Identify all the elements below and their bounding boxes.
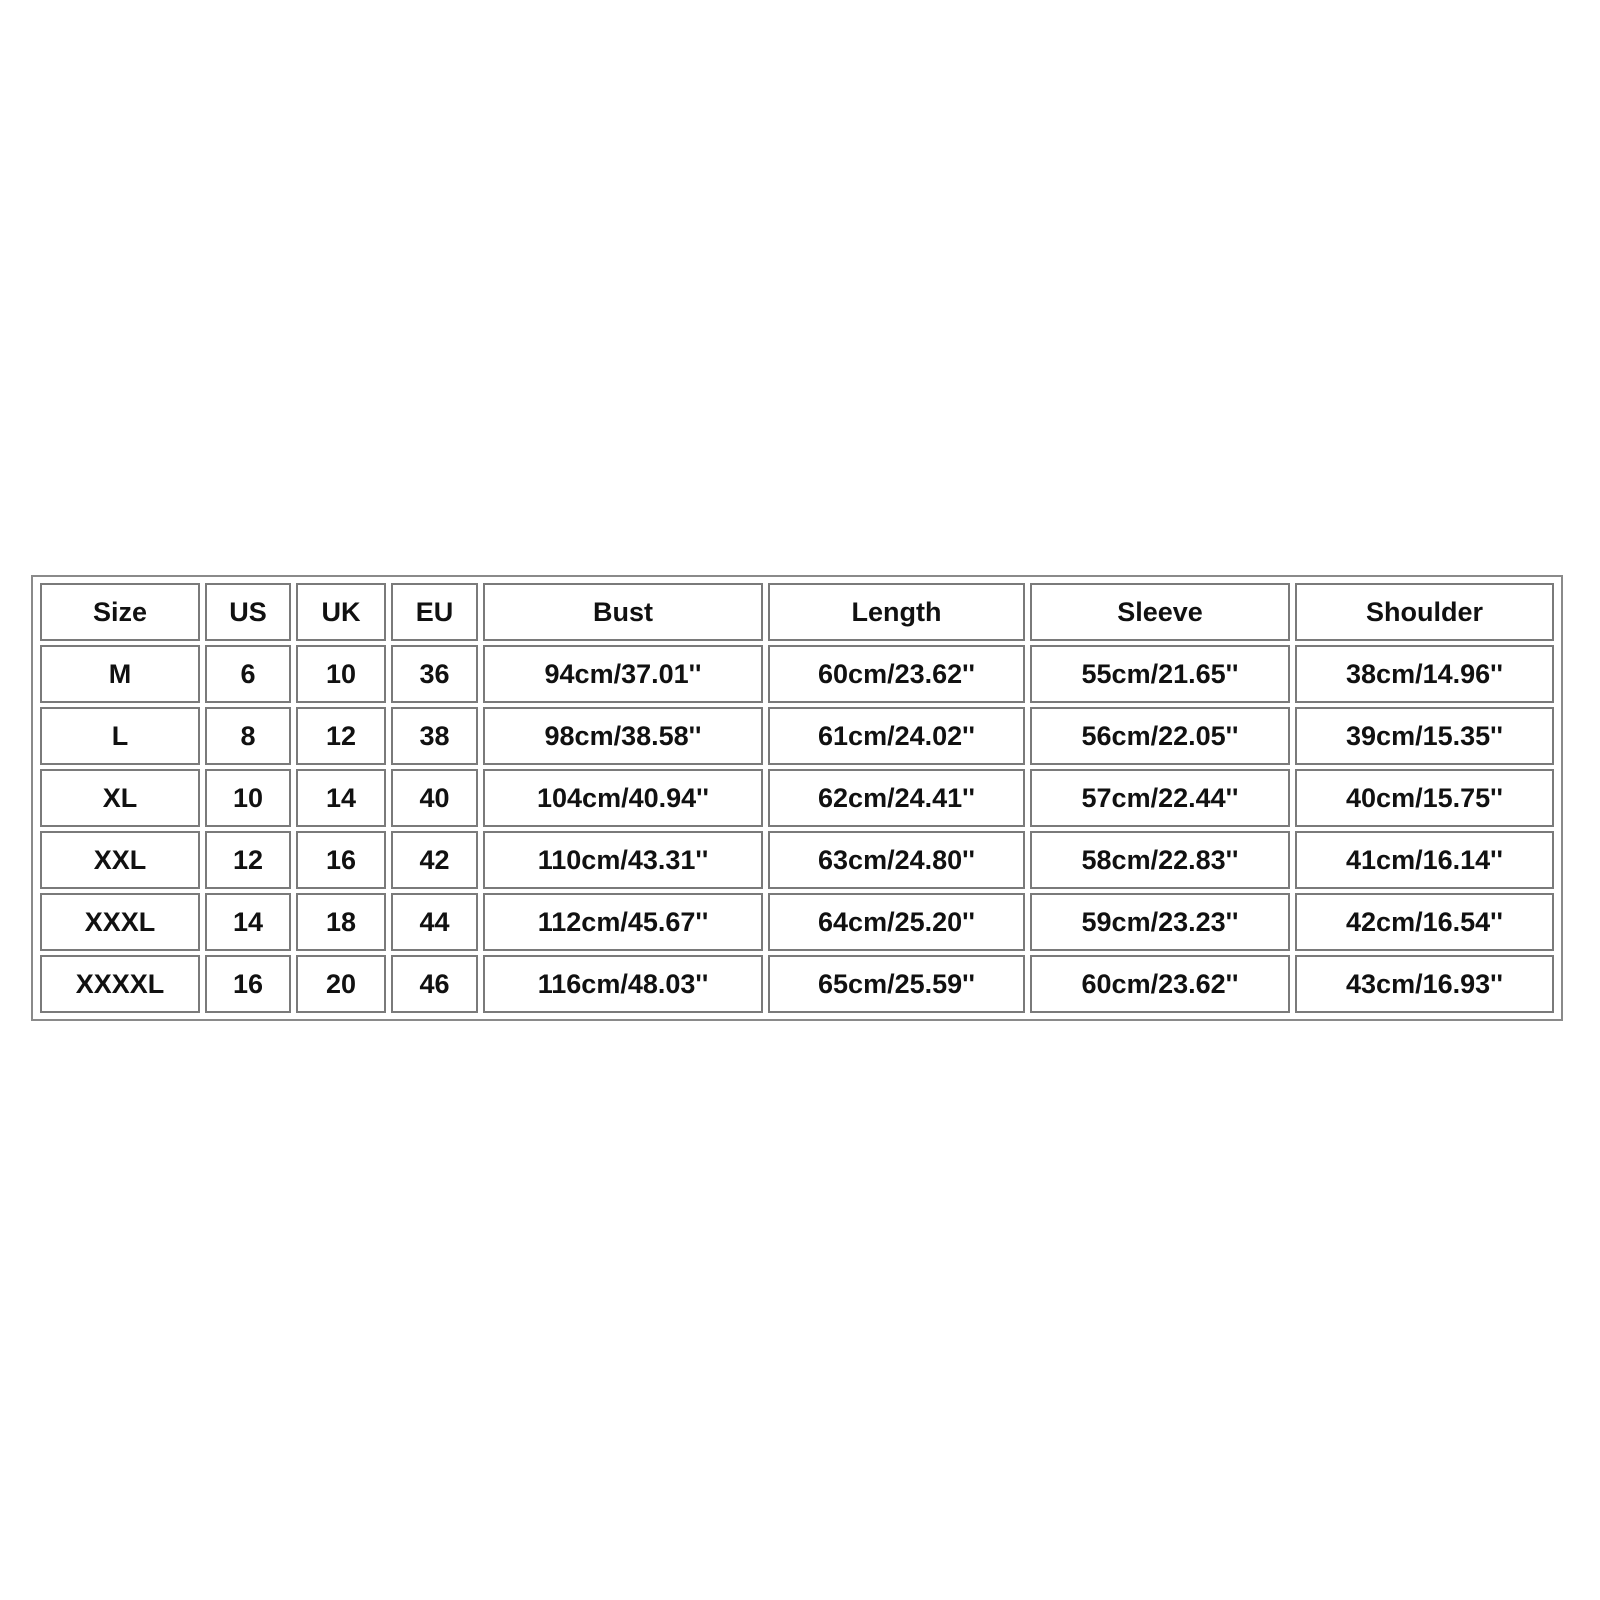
cell: 40	[391, 769, 478, 827]
cell: 42cm/16.54''	[1295, 893, 1554, 951]
data-row: M 6 10 36 94cm/37.01'' 60cm/23.62'' 55cm/21.65…	[40, 645, 1554, 703]
cell: 46	[391, 955, 478, 1013]
cell: 56cm/22.05''	[1030, 707, 1290, 765]
cell: 58cm/22.83''	[1030, 831, 1290, 889]
header-cell: Size	[40, 583, 200, 641]
size-table: Size US UK EU Bust Length Sleeve Shoulder M 6 10 36…	[35, 579, 1559, 1017]
cell: 6	[205, 645, 291, 703]
data-row: XXXXL 16 20 46 116cm/48.03'' 65cm/25.59'' 60cm…	[40, 955, 1554, 1013]
cell: 57cm/22.44''	[1030, 769, 1290, 827]
cell: 116cm/48.03''	[483, 955, 763, 1013]
cell: 110cm/43.31''	[483, 831, 763, 889]
data-row: XXXL 14 18 44 112cm/45.67'' 64cm/25.20'' 59cm/…	[40, 893, 1554, 951]
cell: 12	[296, 707, 386, 765]
header-cell: UK	[296, 583, 386, 641]
cell: 10	[205, 769, 291, 827]
cell: XXL	[40, 831, 200, 889]
cell: 64cm/25.20''	[768, 893, 1025, 951]
cell: 59cm/23.23''	[1030, 893, 1290, 951]
data-row: XL 10 14 40 104cm/40.94'' 62cm/24.41'' 57cm/22…	[40, 769, 1554, 827]
cell: XXXXL	[40, 955, 200, 1013]
cell: 36	[391, 645, 478, 703]
header-cell: Sleeve	[1030, 583, 1290, 641]
cell: 16	[296, 831, 386, 889]
cell: 61cm/24.02''	[768, 707, 1025, 765]
cell: 14	[296, 769, 386, 827]
cell: 94cm/37.01''	[483, 645, 763, 703]
cell: 10	[296, 645, 386, 703]
cell: L	[40, 707, 200, 765]
cell: 42	[391, 831, 478, 889]
cell: 41cm/16.14''	[1295, 831, 1554, 889]
header-cell: Length	[768, 583, 1025, 641]
cell: 63cm/24.80''	[768, 831, 1025, 889]
data-row: XXL 12 16 42 110cm/43.31'' 63cm/24.80'' 58cm/2…	[40, 831, 1554, 889]
cell: 38	[391, 707, 478, 765]
header-row: Size US UK EU Bust Length Sleeve Shoulder	[40, 583, 1554, 641]
header-cell: Shoulder	[1295, 583, 1554, 641]
cell: 44	[391, 893, 478, 951]
cell: 43cm/16.93''	[1295, 955, 1554, 1013]
cell: 20	[296, 955, 386, 1013]
header-cell: EU	[391, 583, 478, 641]
cell: 55cm/21.65''	[1030, 645, 1290, 703]
header-cell: US	[205, 583, 291, 641]
cell: 65cm/25.59''	[768, 955, 1025, 1013]
cell: 98cm/38.58''	[483, 707, 763, 765]
header-cell: Bust	[483, 583, 763, 641]
cell: 38cm/14.96''	[1295, 645, 1554, 703]
cell: 60cm/23.62''	[1030, 955, 1290, 1013]
cell: 104cm/40.94''	[483, 769, 763, 827]
cell: 8	[205, 707, 291, 765]
cell: 18	[296, 893, 386, 951]
cell: XL	[40, 769, 200, 827]
cell: 16	[205, 955, 291, 1013]
cell: XXXL	[40, 893, 200, 951]
cell: 62cm/24.41''	[768, 769, 1025, 827]
cell: 60cm/23.62''	[768, 645, 1025, 703]
cell: 39cm/15.35''	[1295, 707, 1554, 765]
data-row: L 8 12 38 98cm/38.58'' 61cm/24.02'' 56cm/22.05…	[40, 707, 1554, 765]
cell: 14	[205, 893, 291, 951]
cell: M	[40, 645, 200, 703]
cell: 40cm/15.75''	[1295, 769, 1554, 827]
size-table-frame: Size US UK EU Bust Length Sleeve Shoulder M 6 10 36…	[31, 575, 1563, 1021]
cell: 112cm/45.67''	[483, 893, 763, 951]
cell: 12	[205, 831, 291, 889]
